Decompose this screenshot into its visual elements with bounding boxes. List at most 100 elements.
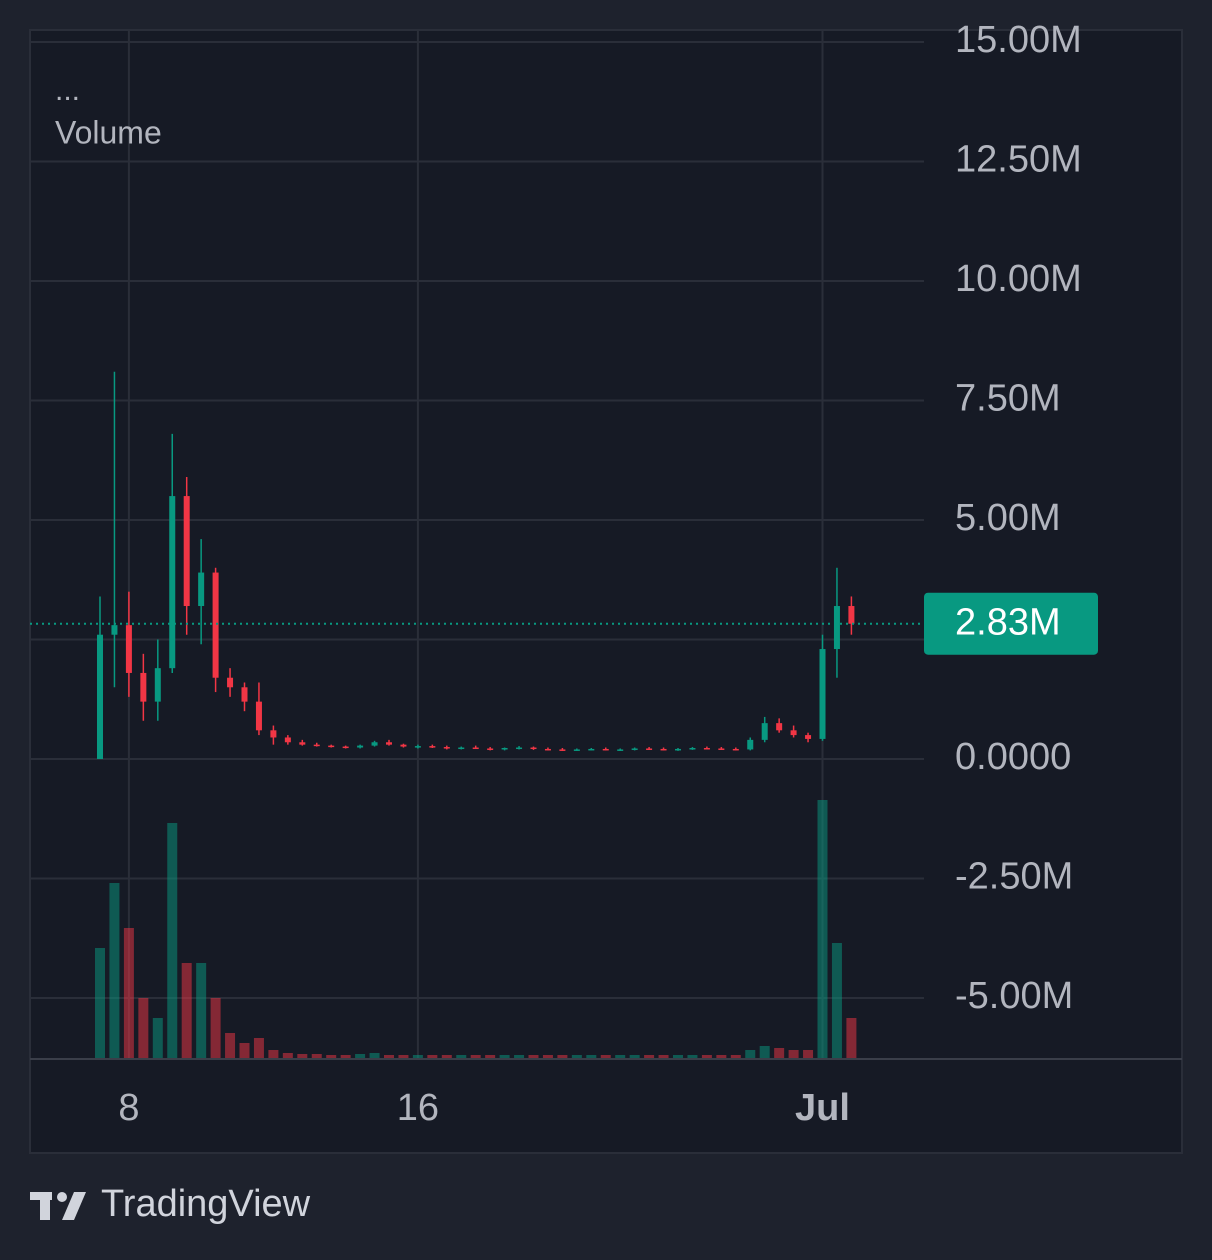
- volume-bar: [485, 1055, 496, 1058]
- candle-body: [241, 687, 248, 702]
- candle-body: [97, 634, 103, 759]
- candle-body: [848, 606, 855, 624]
- last-price-box: [924, 592, 1098, 655]
- x-tick-label: Jul: [795, 1087, 850, 1129]
- candle-body: [154, 668, 161, 702]
- candle-body: [429, 746, 436, 748]
- volume-bar: [745, 1050, 756, 1058]
- candle-body: [776, 723, 783, 731]
- last-price-label: 2.83M: [955, 602, 1061, 644]
- candle-body: [559, 749, 566, 751]
- candle-body: [169, 496, 176, 669]
- volume-bar: [774, 1048, 785, 1058]
- y-tick-label: 5.00M: [955, 497, 1061, 539]
- volume-bar: [340, 1055, 351, 1058]
- candle-body: [675, 748, 681, 751]
- volume-bar: [239, 1043, 250, 1058]
- candle-body: [414, 746, 421, 748]
- volume-bar: [268, 1050, 279, 1058]
- x-tick-label: 8: [118, 1087, 139, 1129]
- grid: [30, 30, 924, 1058]
- y-tick-label: 7.50M: [955, 378, 1061, 420]
- brand-logo: [30, 1192, 86, 1220]
- candle-body: [212, 572, 219, 678]
- legend-volume: Volume: [55, 114, 162, 150]
- candle-body: [747, 739, 754, 750]
- candle-body: [313, 744, 320, 747]
- chart-frame: [29, 29, 1183, 1154]
- y-tick-label: 0.0000: [955, 736, 1071, 778]
- candle-body: [703, 747, 710, 750]
- volume-bar: [109, 883, 120, 1058]
- y-tick-label: 12.50M: [955, 138, 1082, 180]
- candle-body: [140, 672, 147, 702]
- volume-bar: [759, 1046, 770, 1058]
- volume-bar: [427, 1055, 438, 1058]
- y-tick-label: 10.00M: [955, 258, 1082, 300]
- volume-bar: [788, 1050, 799, 1058]
- candle-body: [819, 649, 826, 739]
- candle-body: [732, 748, 739, 751]
- volume-bar: [658, 1055, 669, 1058]
- y-tick-label: -5.00M: [955, 975, 1073, 1017]
- candles: [97, 371, 855, 759]
- x-tick-label: 16: [397, 1087, 439, 1129]
- volume-bar: [687, 1055, 698, 1058]
- volume-bar: [441, 1055, 452, 1058]
- volume-bar: [673, 1055, 683, 1058]
- volume-bar: [542, 1055, 553, 1058]
- volume-bar: [412, 1055, 423, 1058]
- y-tick-label: 15.00M: [955, 19, 1082, 61]
- candle-body: [357, 745, 364, 748]
- volume-bar: [586, 1055, 597, 1058]
- candle-body: [516, 747, 523, 750]
- candle-body: [125, 625, 132, 673]
- volume-bar: [225, 1033, 236, 1058]
- volume-bar: [196, 963, 207, 1058]
- candle-body: [805, 735, 812, 739]
- volume-bar: [571, 1055, 582, 1058]
- candle-body: [342, 746, 349, 749]
- candle-body: [284, 737, 291, 743]
- volume-bar: [600, 1055, 611, 1058]
- volume-bar: [846, 1018, 857, 1058]
- volume-bar: [456, 1055, 467, 1058]
- candle-body: [386, 742, 392, 745]
- volume-bar: [311, 1054, 322, 1058]
- volume-bar: [470, 1055, 481, 1058]
- candle-body: [761, 723, 768, 740]
- candle-body: [602, 748, 609, 751]
- volume-bars: [95, 800, 857, 1058]
- volume-bar: [326, 1055, 337, 1058]
- candle-body: [328, 745, 335, 748]
- candle-body: [718, 748, 725, 750]
- volume-bar: [803, 1050, 814, 1058]
- volume-bar: [210, 998, 221, 1058]
- candle-body: [501, 747, 508, 750]
- candle-body: [646, 748, 653, 750]
- volume-bar: [514, 1055, 525, 1058]
- candle-body: [299, 742, 306, 745]
- volume-bar: [817, 800, 828, 1058]
- legend-dots: ...: [55, 74, 80, 107]
- candle-body: [660, 748, 667, 751]
- candle-body: [458, 747, 465, 750]
- candle-body: [617, 749, 624, 751]
- volume-bar: [123, 928, 134, 1058]
- volume-bar: [557, 1055, 568, 1058]
- candle-body: [631, 748, 638, 750]
- volume-bar: [644, 1055, 655, 1058]
- axes: -5.00M-2.50M0.00002.50M5.00M7.50M10.00M1…: [30, 19, 1098, 1129]
- candle-body: [833, 606, 840, 650]
- candle-body: [790, 730, 797, 736]
- volume-bar: [297, 1054, 308, 1058]
- volume-bar: [384, 1055, 394, 1058]
- candle-body: [689, 747, 696, 750]
- candle-body: [487, 748, 494, 750]
- brand-name: TradingView: [101, 1183, 311, 1225]
- candle-body: [472, 747, 479, 750]
- volume-bar: [528, 1055, 539, 1058]
- volume-bar: [730, 1055, 741, 1058]
- candle-body: [400, 744, 407, 747]
